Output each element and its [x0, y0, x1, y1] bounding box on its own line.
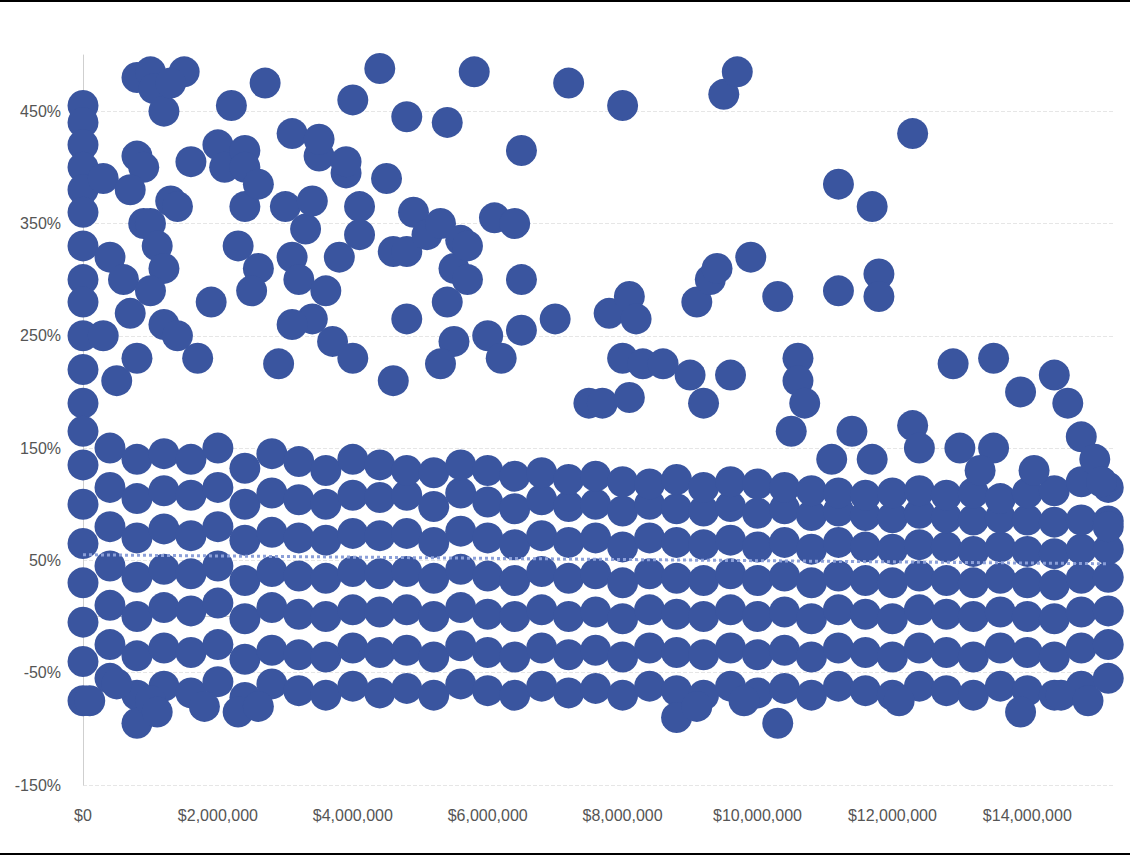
svg-text:-50%: -50% — [24, 664, 61, 681]
svg-text:$4,000,000: $4,000,000 — [313, 807, 393, 824]
svg-text:450%: 450% — [20, 103, 61, 120]
svg-text:$8,000,000: $8,000,000 — [583, 807, 663, 824]
svg-text:-150%: -150% — [15, 777, 61, 794]
svg-text:50%: 50% — [29, 552, 61, 569]
svg-text:250%: 250% — [20, 327, 61, 344]
svg-text:$12,000,000: $12,000,000 — [848, 807, 937, 824]
svg-text:$2,000,000: $2,000,000 — [178, 807, 258, 824]
svg-text:$0: $0 — [74, 807, 92, 824]
svg-text:350%: 350% — [20, 215, 61, 232]
svg-text:$6,000,000: $6,000,000 — [448, 807, 528, 824]
svg-text:$14,000,000: $14,000,000 — [983, 807, 1072, 824]
svg-text:150%: 150% — [20, 440, 61, 457]
svg-text:$10,000,000: $10,000,000 — [713, 807, 802, 824]
